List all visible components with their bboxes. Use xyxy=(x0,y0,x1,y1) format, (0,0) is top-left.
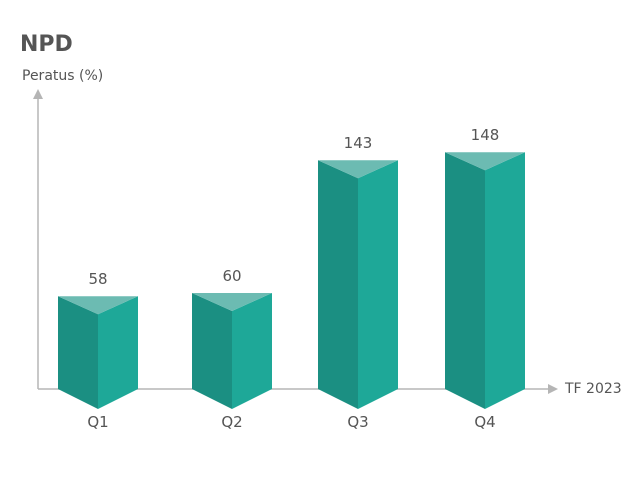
bar-front-face xyxy=(485,152,525,409)
y-axis-label: Peratus (%) xyxy=(22,68,103,84)
category-label: Q3 xyxy=(347,413,368,431)
chart-title: NPD xyxy=(20,32,73,57)
x-axis-label: TF 2023 xyxy=(564,381,622,397)
bar-q1: 58 Q1 xyxy=(58,270,138,431)
data-label: 60 xyxy=(222,267,241,285)
bar-front-face xyxy=(358,160,398,409)
bar-top-face xyxy=(445,152,525,171)
data-label: 58 xyxy=(88,270,107,288)
bar-top-face xyxy=(58,296,138,315)
category-label: Q4 xyxy=(474,413,495,431)
bar-q4: 148 Q4 xyxy=(445,126,525,431)
x-axis-arrow xyxy=(548,384,558,394)
bar-q3: 143 Q3 xyxy=(318,134,398,431)
bar-front-face xyxy=(98,296,138,409)
bar-left-face xyxy=(58,296,98,409)
y-axis-arrow xyxy=(33,89,43,99)
category-label: Q2 xyxy=(221,413,242,431)
bars-group: 58 Q1 60 Q2 143 Q3 148 Q4 xyxy=(58,126,525,431)
bar-left-face xyxy=(445,152,485,409)
bar-front-face xyxy=(232,293,272,409)
bar-top-face xyxy=(318,160,398,179)
bar-q2: 60 Q2 xyxy=(192,267,272,431)
category-label: Q1 xyxy=(87,413,108,431)
data-label: 143 xyxy=(344,134,373,152)
data-label: 148 xyxy=(471,126,500,144)
bar-top-face xyxy=(192,293,272,311)
bar-left-face xyxy=(318,160,358,409)
bar-left-face xyxy=(192,293,232,409)
